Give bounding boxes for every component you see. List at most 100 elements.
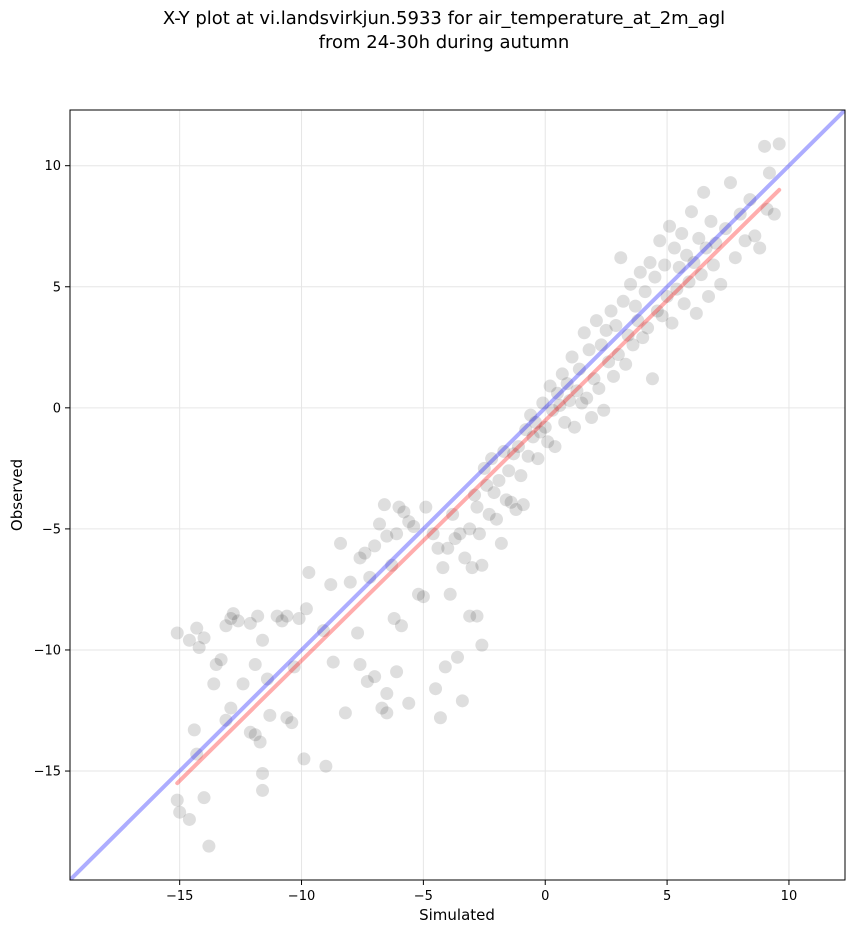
data-point	[182, 633, 196, 647]
data-point	[443, 587, 457, 601]
data-point	[219, 619, 233, 633]
data-point	[497, 444, 511, 458]
data-point	[516, 498, 530, 512]
data-point	[728, 251, 742, 265]
data-point	[326, 655, 340, 669]
x-axis-label: Simulated	[419, 906, 495, 924]
data-point	[280, 609, 294, 623]
data-point	[441, 541, 455, 555]
data-point	[521, 449, 535, 463]
data-point	[446, 507, 460, 521]
data-point	[287, 660, 301, 674]
data-point	[190, 621, 204, 635]
data-point	[316, 624, 330, 638]
data-point	[560, 377, 574, 391]
data-point	[628, 299, 642, 313]
data-point	[463, 522, 477, 536]
data-point	[621, 328, 635, 342]
data-points	[170, 137, 786, 853]
chart-title-line1: X-Y plot at vi.landsvirkjun.5933 for air…	[163, 8, 725, 29]
data-point	[338, 706, 352, 720]
data-point	[248, 657, 262, 671]
data-point	[762, 166, 776, 180]
data-point	[387, 611, 401, 625]
data-point	[626, 338, 640, 352]
data-point	[248, 728, 262, 742]
chart-title-line2: from 24-30h during autumn	[319, 32, 570, 53]
data-point	[492, 473, 506, 487]
data-point	[760, 202, 774, 216]
data-point	[472, 527, 486, 541]
data-point	[624, 277, 638, 291]
data-point	[689, 306, 703, 320]
data-point	[390, 665, 404, 679]
data-point	[343, 575, 357, 589]
x-tick-label: 10	[781, 889, 798, 904]
data-point	[699, 241, 713, 255]
grid-lines	[70, 110, 845, 880]
data-point	[468, 488, 482, 502]
data-point	[614, 251, 628, 265]
data-point	[226, 607, 240, 621]
data-point	[680, 248, 694, 262]
data-point	[236, 677, 250, 691]
data-point	[653, 234, 667, 248]
data-point	[533, 425, 547, 439]
data-point	[285, 716, 299, 730]
data-point	[433, 711, 447, 725]
data-point	[385, 558, 399, 572]
data-point	[672, 260, 686, 274]
y-tick-label: 5	[53, 280, 61, 295]
data-point	[416, 590, 430, 604]
data-point	[243, 616, 257, 630]
data-point	[170, 793, 184, 807]
data-point	[458, 551, 472, 565]
data-point	[455, 694, 469, 708]
data-point	[243, 725, 257, 739]
data-point	[475, 638, 489, 652]
reference-lines	[70, 110, 845, 880]
data-point	[663, 219, 677, 233]
data-point	[202, 839, 216, 853]
data-point	[507, 447, 521, 461]
data-point	[360, 674, 374, 688]
data-point	[565, 350, 579, 364]
data-point	[190, 747, 204, 761]
x-tick-label: −10	[288, 889, 315, 904]
data-point	[394, 619, 408, 633]
data-point	[263, 708, 277, 722]
data-point	[524, 408, 538, 422]
data-point	[499, 493, 513, 507]
x-tick-label: 0	[541, 889, 549, 904]
data-point	[645, 372, 659, 386]
x-axis-ticks: −15 −10 −5 0 5 10	[166, 880, 797, 904]
data-point	[502, 464, 516, 478]
data-point	[494, 536, 508, 550]
data-point	[231, 614, 245, 628]
data-point	[173, 805, 187, 819]
data-point	[514, 469, 528, 483]
data-point	[594, 338, 608, 352]
data-point	[380, 706, 394, 720]
data-point	[182, 812, 196, 826]
data-point	[470, 500, 484, 514]
x-tick-label: −15	[166, 889, 193, 904]
data-point	[526, 430, 540, 444]
data-point	[528, 415, 542, 429]
data-point	[758, 139, 772, 153]
data-point	[438, 660, 452, 674]
data-point	[504, 495, 518, 509]
data-point	[219, 713, 233, 727]
data-point	[251, 609, 265, 623]
data-point	[280, 711, 294, 725]
data-point	[463, 609, 477, 623]
data-point	[546, 403, 560, 417]
data-point	[334, 536, 348, 550]
data-point	[563, 394, 577, 408]
data-point	[616, 294, 630, 308]
data-point	[675, 226, 689, 240]
data-point	[667, 241, 681, 255]
data-point	[743, 193, 757, 207]
y-axis-label: Observed	[8, 459, 26, 531]
